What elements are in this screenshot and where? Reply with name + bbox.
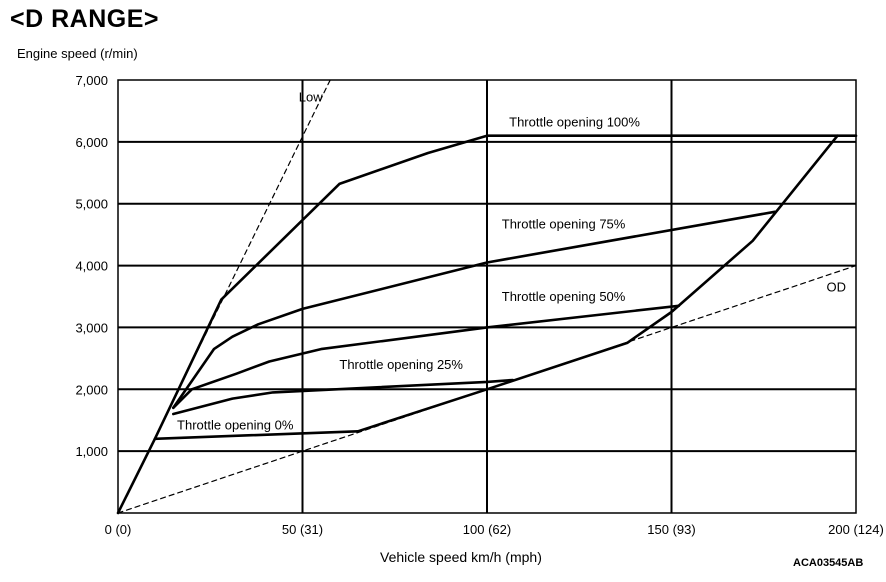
series-line-throttle-opening-50pct [172,304,681,410]
x-tick-label: 0 (0) [105,522,132,537]
annotation-low: Low [299,90,323,105]
annotation-throttle-opening-0pct: Throttle opening 0% [177,417,294,432]
y-tick-label: 3,000 [75,320,108,335]
y-tick-label: 7,000 [75,73,108,88]
annotation-throttle-opening-100pct: Throttle opening 100% [509,114,640,129]
annotation-od: OD [826,280,846,295]
x-tick-label: 150 (93) [647,522,695,537]
series-line-throttle-opening-0pct [153,429,360,441]
series-line-throttle-opening-25pct [172,378,515,416]
y-tick-label: 4,000 [75,259,108,274]
series-line-od-shift-curve [356,134,839,433]
figure-id: ACA03545AB [793,557,864,569]
series-line-throttle-opening-75pct [172,210,777,410]
chart-title: <D RANGE> [10,5,159,33]
annotation-throttle-opening-50pct: Throttle opening 50% [502,289,626,304]
x-tick-label: 50 (31) [282,522,323,537]
y-axis-label: Engine speed (r/min) [17,46,138,61]
x-tick-label: 200 (124) [828,522,884,537]
y-tick-label: 6,000 [75,135,108,150]
annotation-throttle-opening-25pct: Throttle opening 25% [339,357,463,372]
y-tick-label: 2,000 [75,382,108,397]
x-axis-label: Vehicle speed km/h (mph) [380,549,542,565]
y-tick-label: 5,000 [75,197,108,212]
annotation-throttle-opening-75pct: Throttle opening 75% [502,216,626,231]
x-tick-label: 100 (62) [463,522,511,537]
y-tick-label: 1,000 [75,444,108,459]
